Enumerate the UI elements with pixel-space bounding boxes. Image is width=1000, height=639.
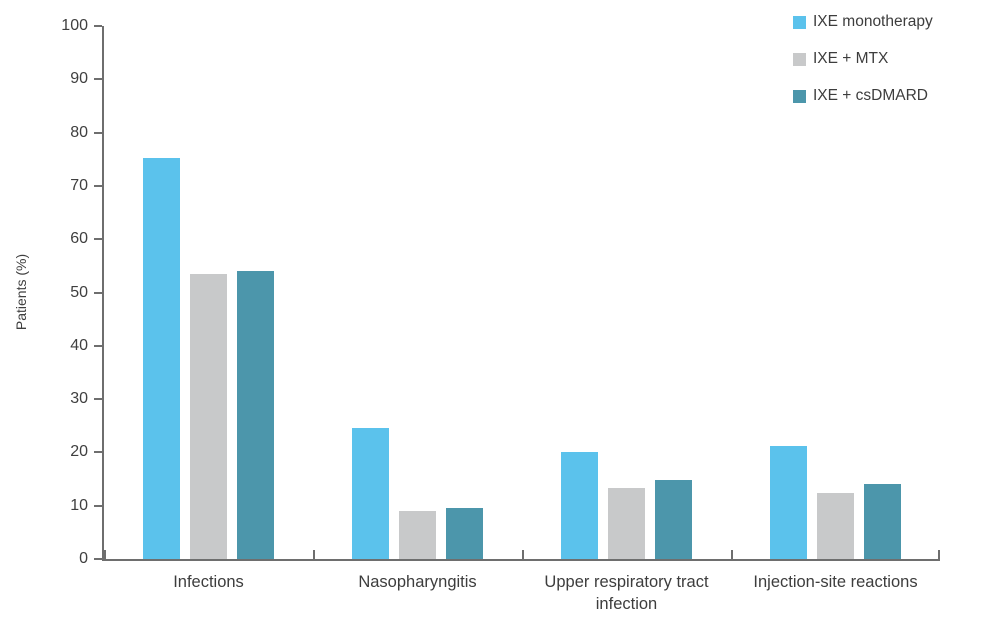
legend-swatch-icon: [793, 89, 806, 103]
y-tick-mark: [94, 291, 102, 294]
y-tick-label: 90: [70, 70, 88, 88]
bar-ixe-mtx: [608, 487, 645, 559]
x-category-label: Upper respiratory tract infection: [544, 573, 709, 613]
y-tick-label: 0: [79, 550, 88, 567]
y-tick-label: 20: [70, 443, 88, 461]
y-tick-mark: [94, 238, 102, 241]
y-tick-label: 50: [70, 283, 88, 301]
bar-ixe-csdmard: [446, 507, 483, 559]
legend-item: IXE monotherapy: [793, 13, 933, 30]
x-category-label: Injection-site reactions: [753, 573, 918, 591]
y-tick-mark: [94, 558, 102, 560]
bar-ixe-monotherapy: [352, 427, 389, 559]
plot-area: 0 10 20 30 40 50 60 70 80 90 100 Infections Nasophar…: [61, 17, 940, 613]
bar-ixe-monotherapy: [770, 446, 807, 559]
x-tick-mark: [104, 550, 106, 559]
x-category-label: Nasopharyngitis: [358, 573, 477, 591]
legend-swatch-icon: [793, 15, 806, 29]
x-tick-mark: [731, 550, 733, 559]
bar-group: [731, 26, 940, 559]
y-tick-mark: [94, 78, 102, 81]
bar-ixe-mtx: [190, 274, 227, 559]
bar-group: [522, 26, 731, 559]
legend-label: IXE + csDMARD: [813, 87, 928, 104]
y-tick-mark: [94, 504, 102, 507]
legend-label: IXE + MTX: [813, 50, 889, 67]
y-tick-label: 30: [70, 390, 88, 408]
y-tick-mark: [94, 451, 102, 454]
x-tick-mark: [522, 550, 524, 559]
bar-ixe-csdmard: [237, 271, 274, 559]
legend-label: IXE monotherapy: [813, 13, 933, 30]
y-tick-mark: [94, 344, 102, 347]
bar-group: [313, 26, 522, 559]
x-category-label: Infections: [173, 573, 244, 591]
legend: IXE monotherapy IXE + MTX IXE + csDMARD: [793, 13, 933, 126]
legend-swatch-icon: [793, 52, 806, 66]
legend-item: IXE + csDMARD: [793, 87, 933, 104]
bar-ixe-monotherapy: [143, 157, 180, 559]
bar-ixe-monotherapy: [561, 451, 598, 559]
bar-ixe-mtx: [817, 492, 854, 559]
x-tick-mark: [938, 550, 940, 559]
y-tick-label: 70: [70, 176, 88, 194]
y-tick-mark: [94, 25, 102, 27]
legend-item: IXE + MTX: [793, 50, 933, 67]
x-tick-mark: [313, 550, 315, 559]
bar-group: [104, 26, 313, 559]
y-axis-title: Patients (%): [13, 253, 29, 331]
y-tick-label: 60: [70, 230, 88, 248]
y-tick-mark: [94, 131, 102, 134]
y-tick-label: 10: [70, 496, 88, 514]
y-tick-mark: [94, 184, 102, 187]
bar-ixe-mtx: [399, 511, 436, 559]
bar-ixe-csdmard: [864, 483, 901, 559]
y-tick-label: 80: [70, 123, 88, 141]
y-tick-label: 100: [61, 17, 88, 34]
y-tick-mark: [94, 398, 102, 401]
y-tick-label: 40: [70, 336, 88, 354]
bar-ixe-csdmard: [655, 479, 692, 559]
